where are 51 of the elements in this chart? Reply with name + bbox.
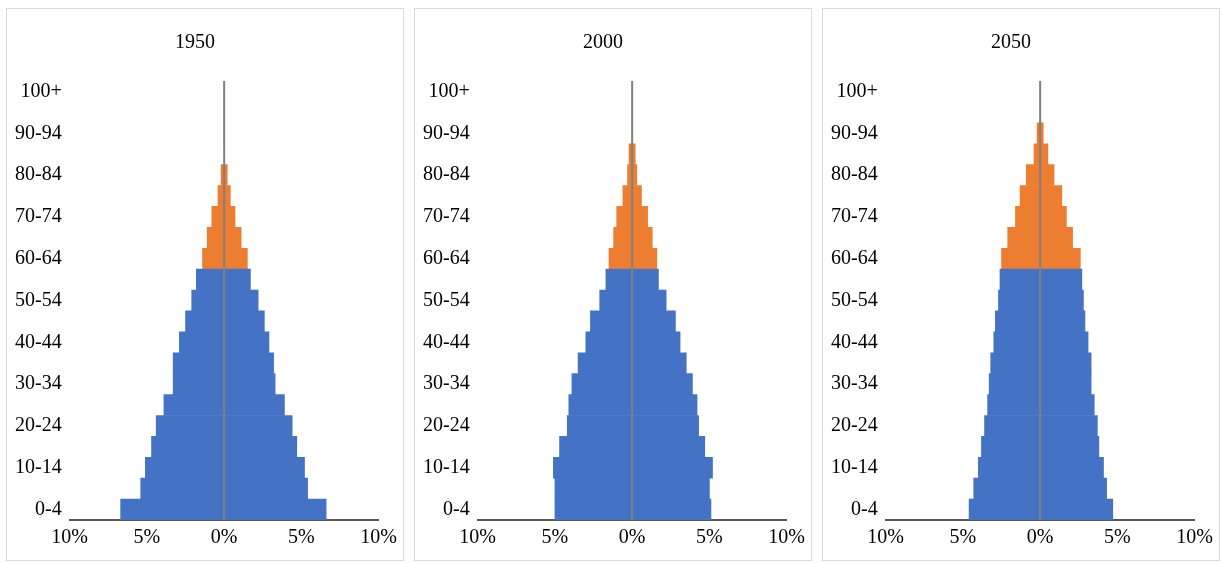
x-tick-label: 5% — [949, 525, 977, 548]
x-tick-label: 5% — [541, 525, 569, 548]
y-tick-label: 70-74 — [830, 204, 878, 227]
y-tick-label: 0-4 — [442, 496, 470, 519]
y-tick-label: 40-44 — [830, 329, 878, 352]
y-tick-label: 60-64 — [422, 245, 470, 268]
y-tick-label: 80-84 — [422, 162, 470, 185]
y-tick-label: 40-44 — [14, 329, 62, 352]
y-tick-label: 10-14 — [830, 454, 878, 477]
x-tick-label: 10% — [768, 525, 806, 548]
y-tick-label: 60-64 — [14, 245, 62, 268]
y-tick-label: 20-24 — [830, 413, 878, 436]
x-tick-label: 5% — [288, 525, 315, 548]
y-tick-label: 100+ — [428, 78, 470, 101]
y-tick-label: 50-54 — [422, 287, 470, 310]
y-tick-label: 20-24 — [422, 413, 470, 436]
y-tick-label: 100+ — [20, 78, 62, 101]
x-tick-label: 10% — [459, 525, 496, 548]
x-tick-label: 0% — [210, 525, 238, 548]
x-tick-label: 10% — [1176, 525, 1214, 548]
y-tick-label: 40-44 — [422, 329, 470, 352]
y-tick-label: 10-14 — [422, 454, 470, 477]
y-tick-label: 90-94 — [422, 120, 470, 143]
x-tick-label: 10% — [51, 525, 88, 548]
chart-title: 2050 — [991, 30, 1031, 53]
y-tick-label: 30-34 — [422, 371, 470, 394]
y-tick-label: 100+ — [836, 78, 878, 101]
x-tick-label: 0% — [1026, 525, 1054, 548]
x-tick-label: 10% — [360, 525, 398, 548]
x-tick-label: 0% — [618, 525, 646, 548]
y-tick-label: 10-14 — [14, 454, 62, 477]
y-tick-label: 90-94 — [830, 120, 878, 143]
x-tick-label: 10% — [867, 525, 904, 548]
y-tick-label: 60-64 — [830, 245, 878, 268]
y-tick-label: 0-4 — [34, 496, 62, 519]
y-tick-label: 50-54 — [830, 287, 878, 310]
x-tick-label: 5% — [1104, 525, 1131, 548]
y-tick-label: 30-34 — [830, 371, 878, 394]
x-tick-label: 5% — [696, 525, 723, 548]
y-tick-label: 70-74 — [14, 204, 62, 227]
y-tick-label: 20-24 — [14, 413, 62, 436]
y-tick-label: 80-84 — [830, 162, 878, 185]
y-tick-label: 90-94 — [14, 120, 62, 143]
y-tick-label: 50-54 — [14, 287, 62, 310]
chart-title: 1950 — [175, 30, 215, 53]
y-tick-label: 0-4 — [850, 496, 878, 519]
y-tick-label: 30-34 — [14, 371, 62, 394]
chart-title: 2000 — [583, 30, 623, 53]
x-tick-label: 5% — [133, 525, 161, 548]
y-tick-label: 80-84 — [14, 162, 62, 185]
y-tick-label: 70-74 — [422, 204, 470, 227]
